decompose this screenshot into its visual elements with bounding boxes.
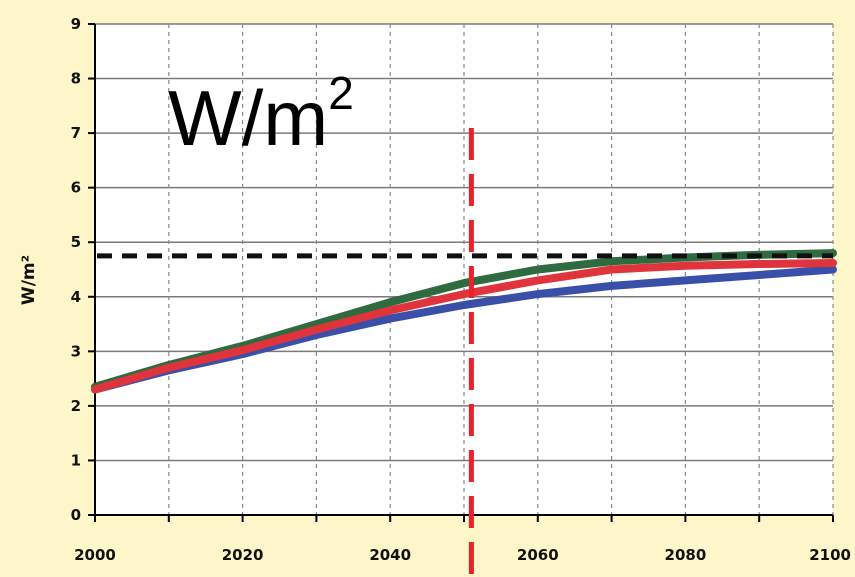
y-tick-label: 7 — [71, 124, 81, 142]
unit-annotation-base: W/m — [168, 74, 328, 162]
x-tick-labels: 2000 2020 2040 2060 2080 2100 — [74, 546, 851, 564]
unit-annotation: W/m2 — [168, 67, 354, 162]
x-tick-label: 2040 — [369, 546, 411, 564]
y-tick-label: 4 — [71, 288, 81, 306]
y-tick-label: 0 — [71, 506, 81, 524]
x-tick-label: 2060 — [517, 546, 559, 564]
y-tick-label: 9 — [71, 15, 81, 33]
y-tick-label: 8 — [71, 70, 81, 88]
y-axis-label: W/m² — [19, 255, 39, 305]
reference-lines — [97, 128, 833, 577]
y-tick-labels: 0 1 2 3 4 5 6 7 8 9 — [71, 15, 81, 524]
y-tick-label: 5 — [71, 233, 81, 251]
x-tick-label: 2020 — [222, 546, 264, 564]
x-tick-label: 2080 — [665, 546, 707, 564]
series-line-3 — [91, 259, 837, 394]
x-tick-label: 2100 — [809, 546, 851, 564]
y-tick-label: 3 — [71, 342, 81, 360]
x-tick-label: 2000 — [74, 546, 116, 564]
y-tick-label: 6 — [71, 179, 81, 197]
y-tick-label: 1 — [71, 451, 81, 469]
unit-annotation-exponent: 2 — [328, 67, 354, 119]
y-tick-label: 2 — [71, 397, 81, 415]
axes — [88, 23, 834, 522]
